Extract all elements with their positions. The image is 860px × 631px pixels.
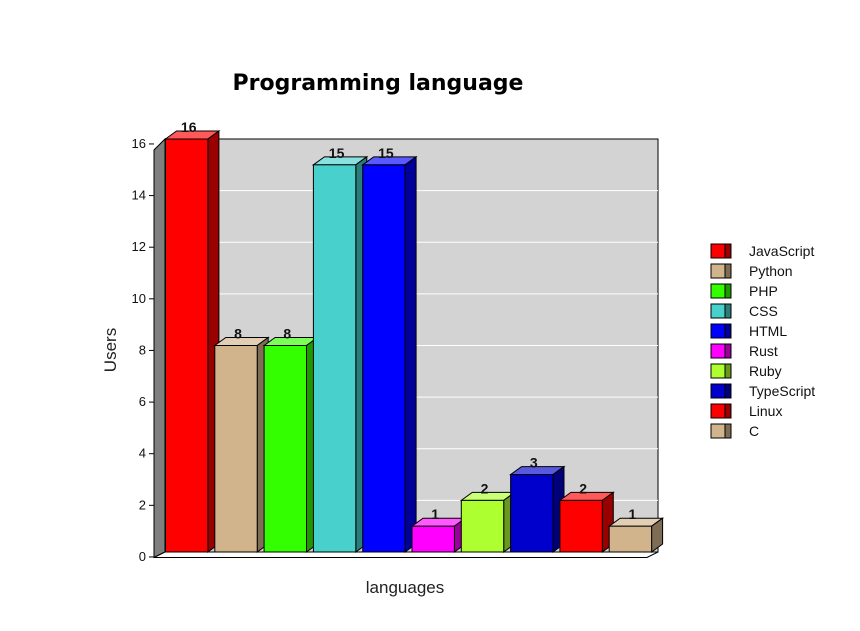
bar-side [404,155,417,553]
bar-c [607,517,665,553]
legend-item-c: C [710,423,759,439]
legend-swatch [710,243,726,259]
legend-item-ruby: Ruby [710,363,782,379]
legend-item-php: PHP [710,283,778,299]
legend-label: C [749,423,759,439]
legend-label: JavaScript [749,243,814,259]
bar-front [608,525,653,553]
y-tick-label: 14 [132,188,146,203]
legend-item-rust: Rust [710,343,778,359]
legend-swatch-side [724,383,732,399]
bar-front [510,474,554,553]
bar-front [214,345,258,553]
y-tick-label: 2 [139,497,146,512]
legend-item-javascript: JavaScript [710,243,814,259]
legend-swatch [710,423,726,439]
bar-front [411,525,455,553]
bar-front [559,499,603,553]
legend-swatch-side [724,263,732,279]
legend-swatch-side [724,283,732,299]
data-label: 1 [629,506,637,522]
y-tick-label: 8 [139,342,146,357]
legend-item-linux: Linux [710,403,782,419]
legend-swatch-side [724,303,732,319]
legend-label: TypeScript [749,383,815,399]
bar-front [362,164,406,553]
legend-swatch [710,303,726,319]
legend-label: Ruby [749,363,782,379]
legend-swatch-side [724,423,732,439]
y-tick-label: 16 [132,136,146,151]
bar-front [460,499,505,553]
y-tick-label: 10 [132,291,146,306]
plot-left-wall [153,137,166,559]
legend: JavaScript Python PHP CSS HTML Rust Ruby TypeSc… [710,243,815,439]
bar-rust [410,517,467,553]
legend-swatch-side [724,403,732,419]
legend-swatch [710,403,726,419]
legend-item-html: HTML [710,323,787,339]
bar-front [263,345,307,553]
legend-label: Linux [749,403,782,419]
x-axis-label: languages [366,578,444,597]
bar-front [165,138,209,553]
bar-linux [558,491,615,553]
y-tick-label: 6 [139,394,146,409]
bar-typescript [509,465,566,553]
legend-swatch-side [724,363,732,379]
bar-front [312,164,357,553]
bar-javascript [163,130,221,553]
legend-label: Python [749,263,793,279]
legend-swatch-side [724,343,732,359]
y-tick-label: 4 [139,446,146,461]
legend-swatch-side [724,323,732,339]
legend-swatch-side [724,243,732,259]
data-label: 15 [378,145,394,161]
data-label: 3 [530,455,538,471]
bar-html [361,155,418,553]
data-label: 1 [431,506,439,522]
legend-swatch [710,363,726,379]
bar-python [213,336,270,553]
bar-css [311,155,369,553]
bar-ruby [459,491,517,553]
legend-item-python: Python [710,263,793,279]
legend-swatch [710,283,726,299]
legend-item-typescript: TypeScript [710,383,815,399]
bar-php [262,336,320,553]
chart-title: Programming language [233,71,524,96]
data-label: 2 [579,480,587,496]
legend-swatch [710,343,726,359]
legend-swatch [710,263,726,279]
y-tick-label: 0 [139,549,146,564]
data-label: 16 [181,119,197,135]
legend-label: PHP [749,283,778,299]
plot-floor [153,551,659,558]
legend-swatch [710,323,726,339]
y-axis-label: Users [101,328,120,372]
data-label: 15 [329,145,345,161]
data-label: 8 [234,326,242,342]
legend-label: HTML [749,323,787,339]
legend-label: Rust [749,343,778,359]
data-label: 2 [481,480,489,496]
data-label: 8 [283,326,291,342]
legend-label: CSS [749,303,778,319]
y-tick-label: 12 [132,239,146,254]
legend-item-css: CSS [710,303,778,319]
legend-swatch [710,383,726,399]
